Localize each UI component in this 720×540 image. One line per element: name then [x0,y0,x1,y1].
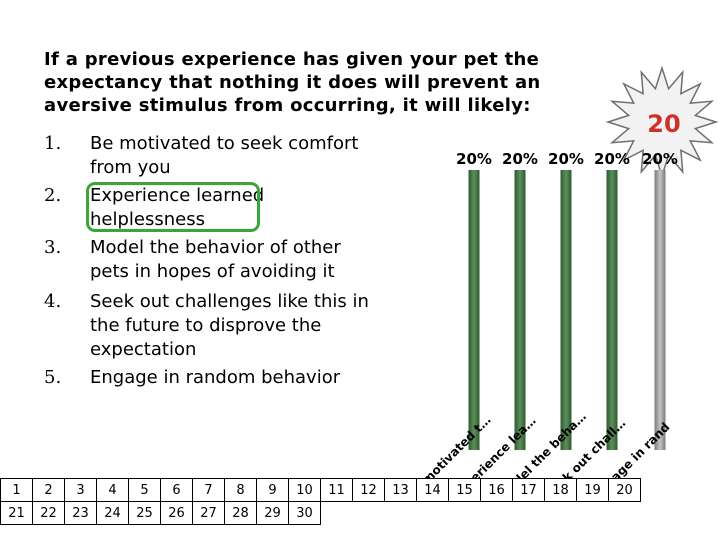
participant-cell: 17 [512,478,545,502]
answer-text: Model the behavior of other pets in hope… [90,237,341,282]
question-text: If a previous experience has given your … [44,49,541,116]
participant-cell: 27 [192,501,225,525]
participant-cell: 3 [64,478,97,502]
chart-value-label: 20% [548,150,584,168]
participant-cell: 29 [256,501,289,525]
answer-text: Seek out challenges like this in the fut… [90,291,369,360]
answer-number: 3. [44,237,62,258]
participant-cell: 22 [32,501,65,525]
chart-value-label: 20% [642,150,678,168]
participant-cell: 8 [224,478,257,502]
answer-number: 5. [44,367,62,388]
participant-cell: 25 [128,501,161,525]
participant-cell: 4 [96,478,129,502]
participant-cell: 5 [128,478,161,502]
participant-row-1: 1 2 3 4 5 6 7 8 9 10 11 12 13 14 15 16 17 18 19 20 [0,478,641,502]
participant-cell: 18 [544,478,577,502]
answer-text: Experience learned helplessness [90,185,265,230]
starburst-icon [605,66,719,176]
participant-cell: 15 [448,478,481,502]
participant-cell: 13 [384,478,417,502]
participant-row-2: 21 22 23 24 25 26 27 28 29 30 [0,501,641,525]
chart-value-label: 20% [594,150,630,168]
answer-text: Engage in random behavior [90,367,341,388]
participant-cell: 9 [256,478,289,502]
chart-bar-5 [654,170,666,450]
participant-cell: 7 [192,478,225,502]
chart-bar-1 [468,170,480,450]
participant-cell: 19 [576,478,609,502]
chart-bar-4 [606,170,618,450]
participant-cell: 16 [480,478,513,502]
countdown-timer: 20 [605,66,719,176]
participant-cell: 30 [288,501,321,525]
countdown-value: 20 [647,110,680,138]
answer-text: Be motivated to seek comfort from you [90,133,359,178]
participant-cell: 28 [224,501,257,525]
answer-number: 2. [44,185,62,206]
correct-answer-highlight [86,182,260,232]
participant-cell: 26 [160,501,193,525]
participant-cell: 1 [0,478,33,502]
participant-cell: 14 [416,478,449,502]
chart-bar-3 [560,170,572,450]
participant-cell: 10 [288,478,321,502]
participant-cell: 11 [320,478,353,502]
chart-value-label: 20% [502,150,538,168]
participant-cell: 21 [0,501,33,525]
participant-cell: 12 [352,478,385,502]
participant-cell: 24 [96,501,129,525]
participant-cell: 6 [160,478,193,502]
chart-value-label: 20% [456,150,492,168]
participant-cell: 2 [32,478,65,502]
answer-number: 1. [44,133,62,154]
participant-cell: 23 [64,501,97,525]
participant-cell: 20 [608,478,641,502]
answer-number: 4. [44,291,62,312]
chart-bar-2 [514,170,526,450]
participant-grid: 1 2 3 4 5 6 7 8 9 10 11 12 13 14 15 16 17 18 19 20 21 22 23 24… [0,478,641,525]
